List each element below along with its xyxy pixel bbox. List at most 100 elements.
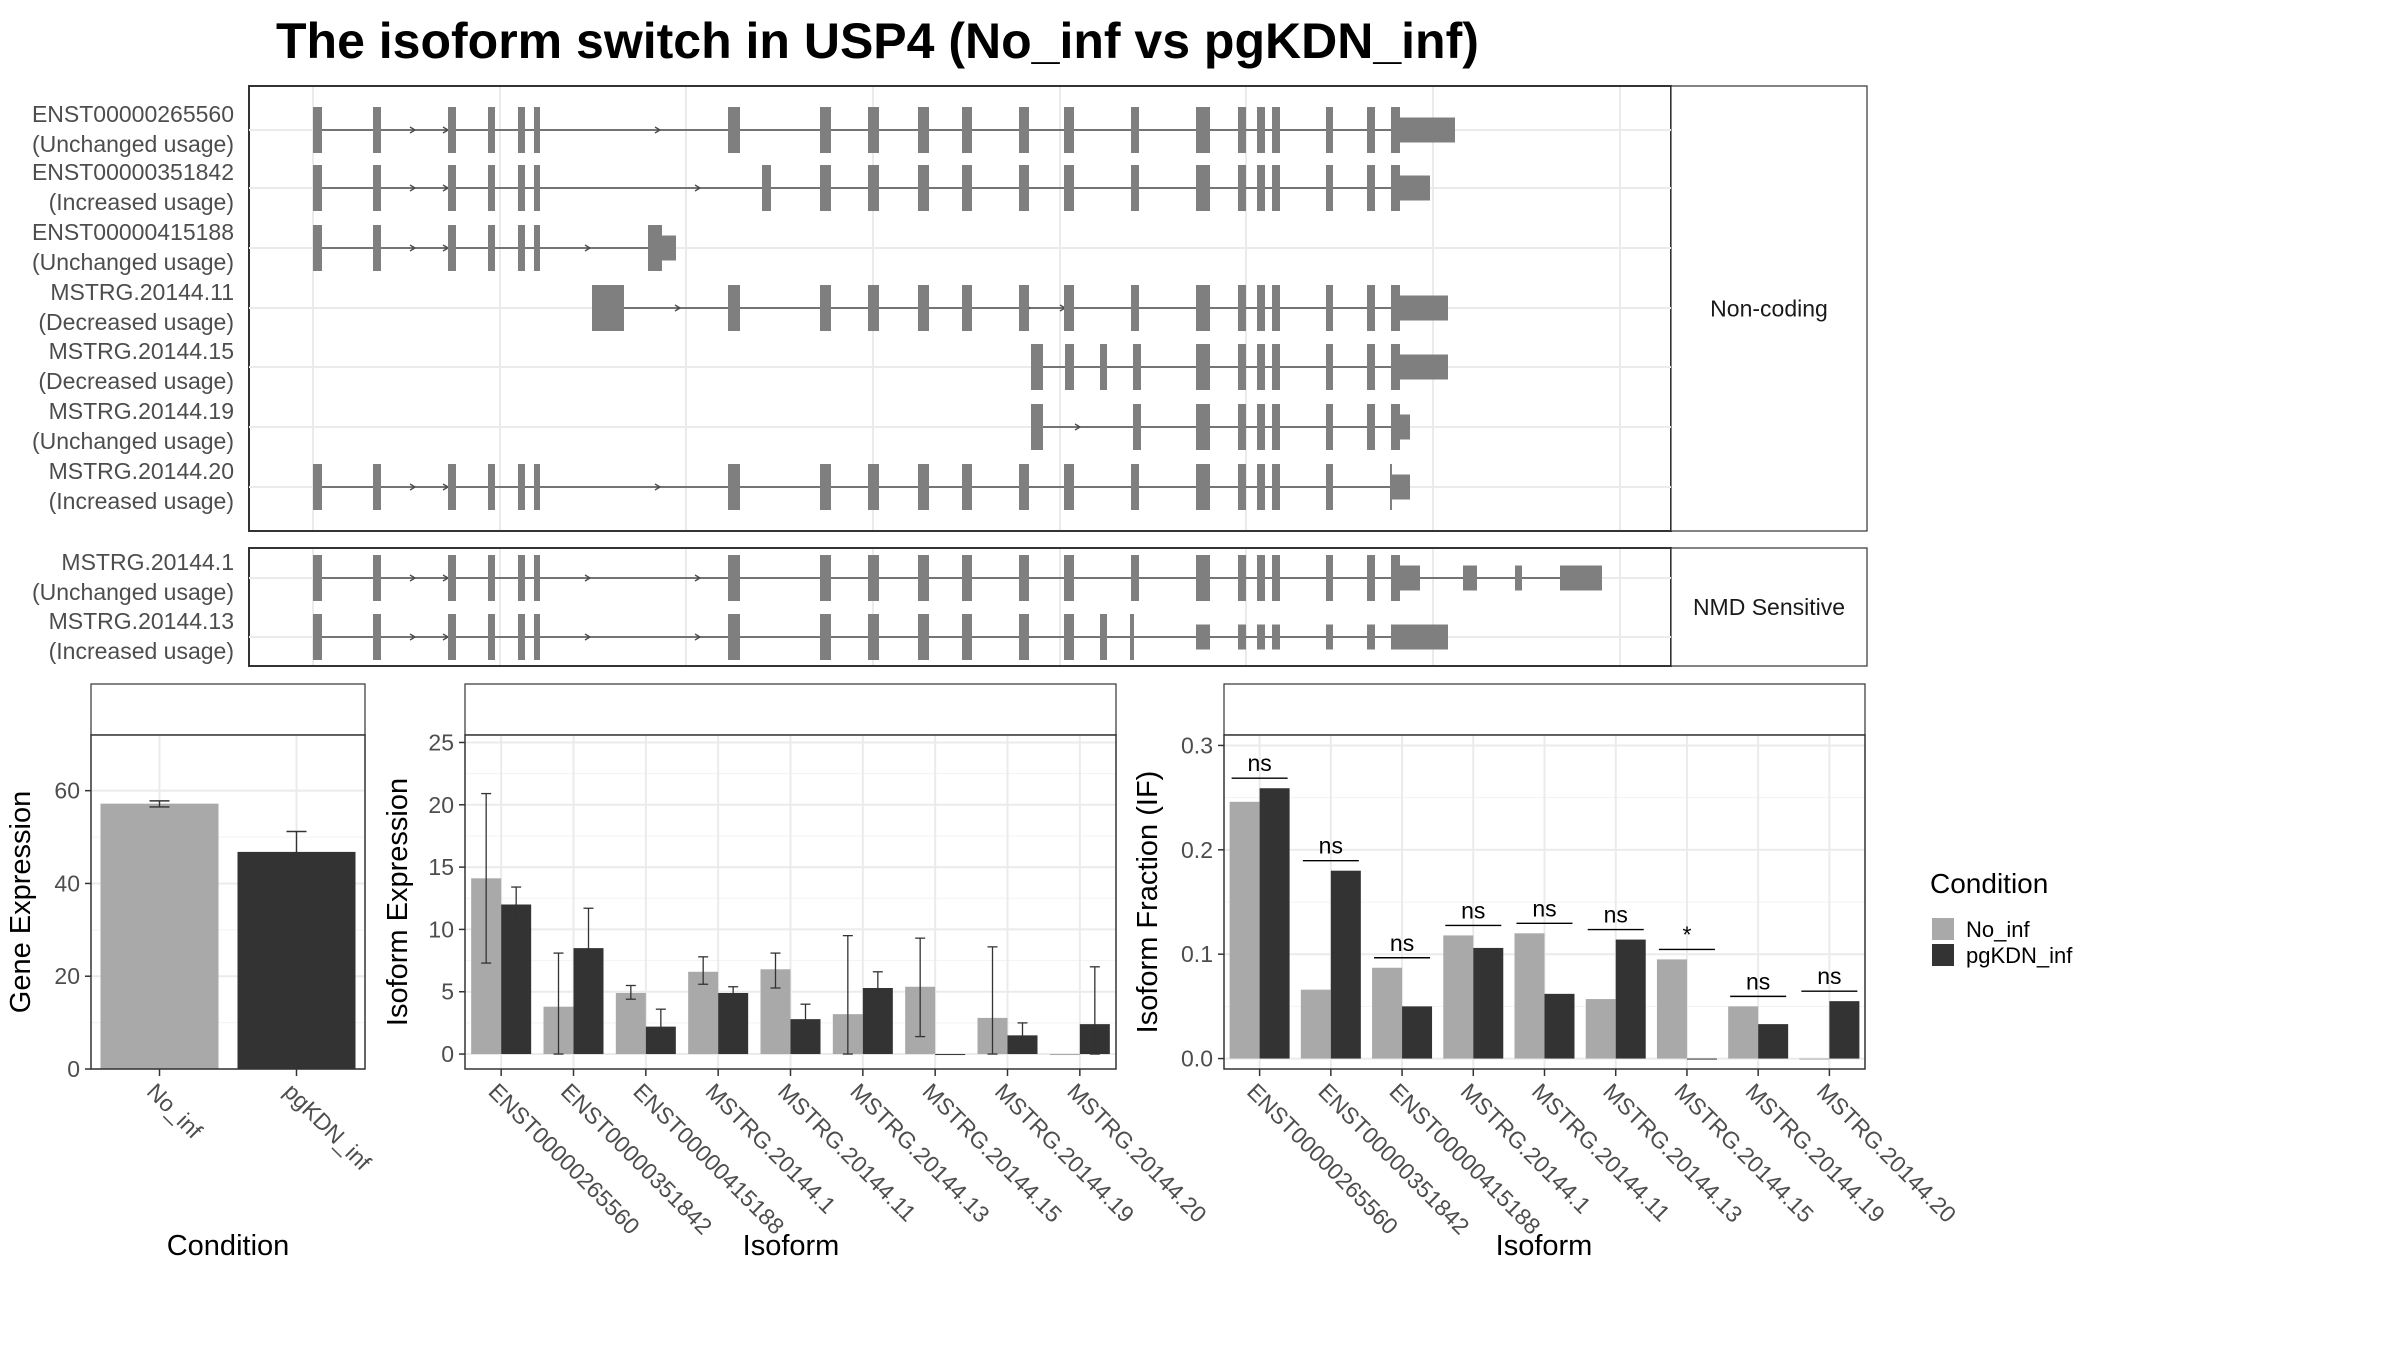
y-tick-label: 5 [441,979,454,1005]
figure-title: The isoform switch in USP4 (No_inf vs pg… [276,13,1479,69]
legend-label-no-inf: No_inf [1966,917,2030,942]
bar [1686,1058,1717,1060]
exon-block [1019,555,1029,601]
y-tick-label: 20 [428,792,454,818]
isoform-id-label: MSTRG.20144.15 [49,338,234,364]
y-tick-label: 0.1 [1181,941,1213,967]
exon-block [918,614,929,660]
exon-block [1272,285,1280,331]
exon-block [1019,285,1029,331]
exon-block [1272,464,1280,510]
exon-block [820,107,831,153]
isoform-usage-label: (Unchanged usage) [32,131,234,157]
exon-block [1131,107,1139,153]
exon-block [820,165,831,211]
x-axis-title: Condition [167,1230,290,1262]
exon-block [592,285,624,331]
exon-block [1238,285,1246,331]
transcript-model [1031,344,1448,390]
intron-arrow [409,126,417,134]
bar [935,1054,966,1056]
intron-arrow [409,184,417,192]
utr-block [1400,414,1410,440]
exon-block [518,107,525,153]
exon-block [728,285,740,331]
exon-block [1064,464,1074,510]
exon-block [1131,165,1139,211]
exon-block [728,614,740,660]
exon-block [1019,464,1029,510]
exon-block [1391,555,1400,601]
transcript-model [592,285,1448,331]
intron-arrow [584,633,592,641]
exon-block [1238,555,1246,601]
utr-block [1257,624,1265,650]
exon-block [962,107,972,153]
exon-block [918,464,929,510]
x-tick-label: pgKDN_inf [279,1078,376,1175]
exon-block [1257,344,1265,390]
exon-block [1367,404,1375,450]
legend-title: Condition [1930,868,2048,899]
intron-arrow [1074,423,1082,431]
utr-block [1326,624,1333,650]
exon-block [1367,165,1375,211]
exon-block [488,107,495,153]
intron-arrow [409,244,417,252]
intron-arrow [674,304,682,312]
legend: Condition No_inf pgKDN_inf [1930,868,2073,968]
utr-block [1391,624,1448,650]
exon-block [1100,344,1107,390]
isoform-id-label: MSTRG.20144.19 [49,398,234,424]
exon-block [534,614,540,660]
isoform-id-label: MSTRG.20144.13 [49,608,234,634]
exon-block [373,225,381,271]
exon-block [488,165,495,211]
exon-block [1272,165,1280,211]
exon-block [1326,344,1333,390]
exon-block [1064,555,1074,601]
exon-block [1272,555,1280,601]
bar [688,971,719,1055]
exon-block [534,107,540,153]
exon-block [313,464,322,510]
utr-block [662,235,676,261]
bar [1799,1058,1830,1060]
intron-arrow [584,574,592,582]
significance-label: ns [1532,895,1556,921]
transcript-model [313,225,676,271]
exon-block [1272,107,1280,153]
exon-block [820,464,831,510]
exon-block [518,555,525,601]
bar [1473,947,1504,1059]
transcript-model [313,165,1430,211]
utr-block [1393,117,1455,143]
exon-block [1238,404,1246,450]
intron-arrow [409,574,417,582]
isoform-usage-label: (Decreased usage) [38,309,234,335]
exon-block [1391,165,1400,211]
bar-chart-panels: 0 20 40 60 No_inf pgKDN_inf Condition Gene Expr… [5,683,1961,1262]
panel-strip [90,683,366,736]
bar [1229,801,1260,1059]
exon-block [1391,285,1400,331]
facet-strip [1670,547,1868,667]
exon-block [1272,344,1280,390]
y-tick-label: 25 [428,729,454,755]
bar [718,992,749,1055]
transcript-model [313,107,1455,153]
isoform-usage-label: (Increased usage) [49,638,234,664]
exon-block [313,107,322,153]
exon-block [1196,464,1210,510]
y-axis-title: Isoform Fraction (IF) [1132,771,1164,1034]
utr-block [1367,624,1375,650]
exon-block [820,285,831,331]
bar [1372,967,1403,1059]
exon-block [1238,464,1246,510]
exon-block [1257,107,1265,153]
transcript-model [313,464,1410,510]
exon-block [313,555,322,601]
exon-block [488,555,495,601]
exon-block [534,165,540,211]
